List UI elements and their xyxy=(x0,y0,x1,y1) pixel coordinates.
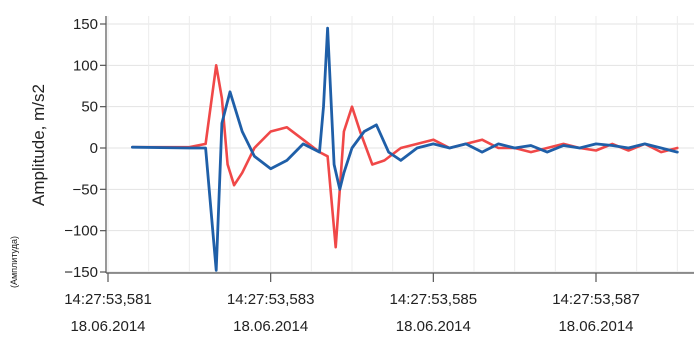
x-tick-label-time: 14:27:53,587 xyxy=(552,291,640,308)
x-tick-label-time: 14:27:53,583 xyxy=(227,291,315,308)
y-tick-label: 50 xyxy=(81,99,98,116)
y-axis-sublabel: (Амплитуда) xyxy=(9,236,19,288)
labels: Amplitude, m/s2 (Амплитуда) xyxy=(9,84,48,288)
x-tick-label-time: 14:27:53,585 xyxy=(390,291,478,308)
y-tick-label: −50 xyxy=(73,181,98,198)
series xyxy=(130,26,679,272)
x-tick-label-time: 14:27:53,581 xyxy=(64,291,152,308)
y-tick-label: −150 xyxy=(64,264,98,281)
x-tick-label-date: 18.06.2014 xyxy=(558,318,633,335)
y-tick-label: 0 xyxy=(90,140,98,157)
y-tick-label: 150 xyxy=(73,16,98,33)
series-line-1 xyxy=(130,26,679,272)
x-tick-label-date: 18.06.2014 xyxy=(70,318,145,335)
axes: −150 −100 −50 0 50 100 150 14:27:53,581 18.06.20… xyxy=(64,16,694,335)
grid xyxy=(106,16,694,273)
y-axis-label: Amplitude, m/s2 xyxy=(29,84,48,206)
x-tick-label-date: 18.06.2014 xyxy=(396,318,471,335)
x-tick-label-date: 18.06.2014 xyxy=(233,318,308,335)
y-tick-label: −100 xyxy=(64,223,98,240)
y-tick-label: 100 xyxy=(73,57,98,74)
